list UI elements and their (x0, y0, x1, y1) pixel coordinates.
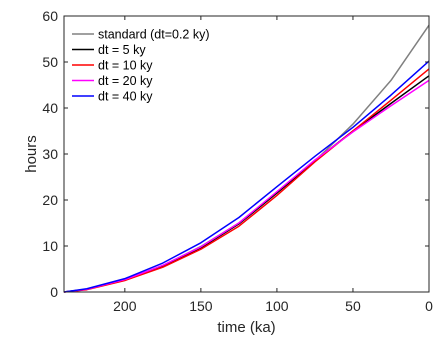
legend-label-1: dt = 5 ky (98, 43, 146, 57)
x-axis-title: time (ka) (217, 319, 275, 336)
ticks-layer: 200 150 100 50 0 0 10 20 30 40 50 60 (42, 8, 433, 314)
series-line-4 (63, 60, 430, 293)
y-tick-label: 30 (42, 146, 58, 162)
x-tick-label: 100 (265, 298, 289, 314)
series-layer (63, 24, 430, 293)
legend-label-2: dt = 10 ky (98, 59, 153, 73)
y-tick-label: 10 (42, 238, 58, 254)
y-axis-title: hours (23, 135, 40, 173)
legend-label-4: dt = 40 ky (98, 90, 153, 104)
y-tick-label: 20 (42, 192, 58, 208)
y-tick-label: 40 (42, 100, 58, 116)
x-tick-label: 0 (425, 298, 433, 314)
y-tick-label: 0 (50, 284, 58, 300)
plot-area (64, 16, 429, 292)
legend-label-3: dt = 20 ky (98, 74, 153, 88)
y-tick-label: 50 (42, 54, 58, 70)
x-tick-label: 50 (345, 298, 361, 314)
y-tick-label: 60 (42, 8, 58, 24)
legend-label-0: standard (dt=0.2 ky) (98, 28, 210, 42)
x-tick-label: 150 (189, 298, 213, 314)
x-tick-label: 200 (113, 298, 137, 314)
